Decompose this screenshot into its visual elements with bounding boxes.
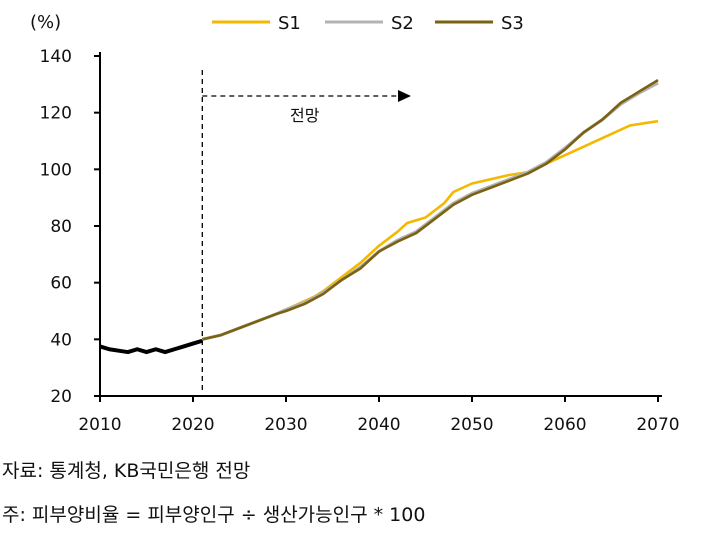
legend-label-s2: S2 (391, 13, 414, 34)
x-tick-label: 2050 (450, 415, 493, 435)
series-line-s3 (202, 78, 659, 341)
y-axis-label: (%) (30, 12, 61, 33)
y-tick-label: 140 (40, 47, 72, 67)
series-line-s1 (202, 119, 659, 341)
arrow-head-icon (398, 90, 411, 102)
y-tick-label: 20 (50, 387, 72, 407)
historical-line (99, 338, 203, 355)
x-tick-label: 2060 (543, 415, 586, 435)
y-tick-label: 40 (50, 330, 72, 350)
x-tick-label: 2030 (264, 415, 307, 435)
source-note: 자료: 통계청, KB국민은행 전망 (2, 460, 251, 482)
x-tick-label: 2040 (357, 415, 400, 435)
legend-label-s1: S1 (278, 13, 301, 34)
y-tick-label: 100 (40, 160, 72, 180)
footnote: 주: 피부양비율 = 피부양인구 ÷ 생산가능인구 * 100 (2, 504, 426, 526)
forecast-label: 전망 (290, 106, 320, 125)
x-tick-label: 2010 (78, 415, 121, 435)
series-line-s2 (201, 81, 659, 341)
y-tick-label: 80 (50, 217, 72, 237)
y-tick-label: 60 (50, 274, 72, 294)
y-tick-label: 120 (40, 104, 72, 124)
x-tick-label: 2070 (636, 415, 679, 435)
legend-label-s3: S3 (501, 13, 524, 34)
x-tick-label: 2020 (171, 415, 214, 435)
